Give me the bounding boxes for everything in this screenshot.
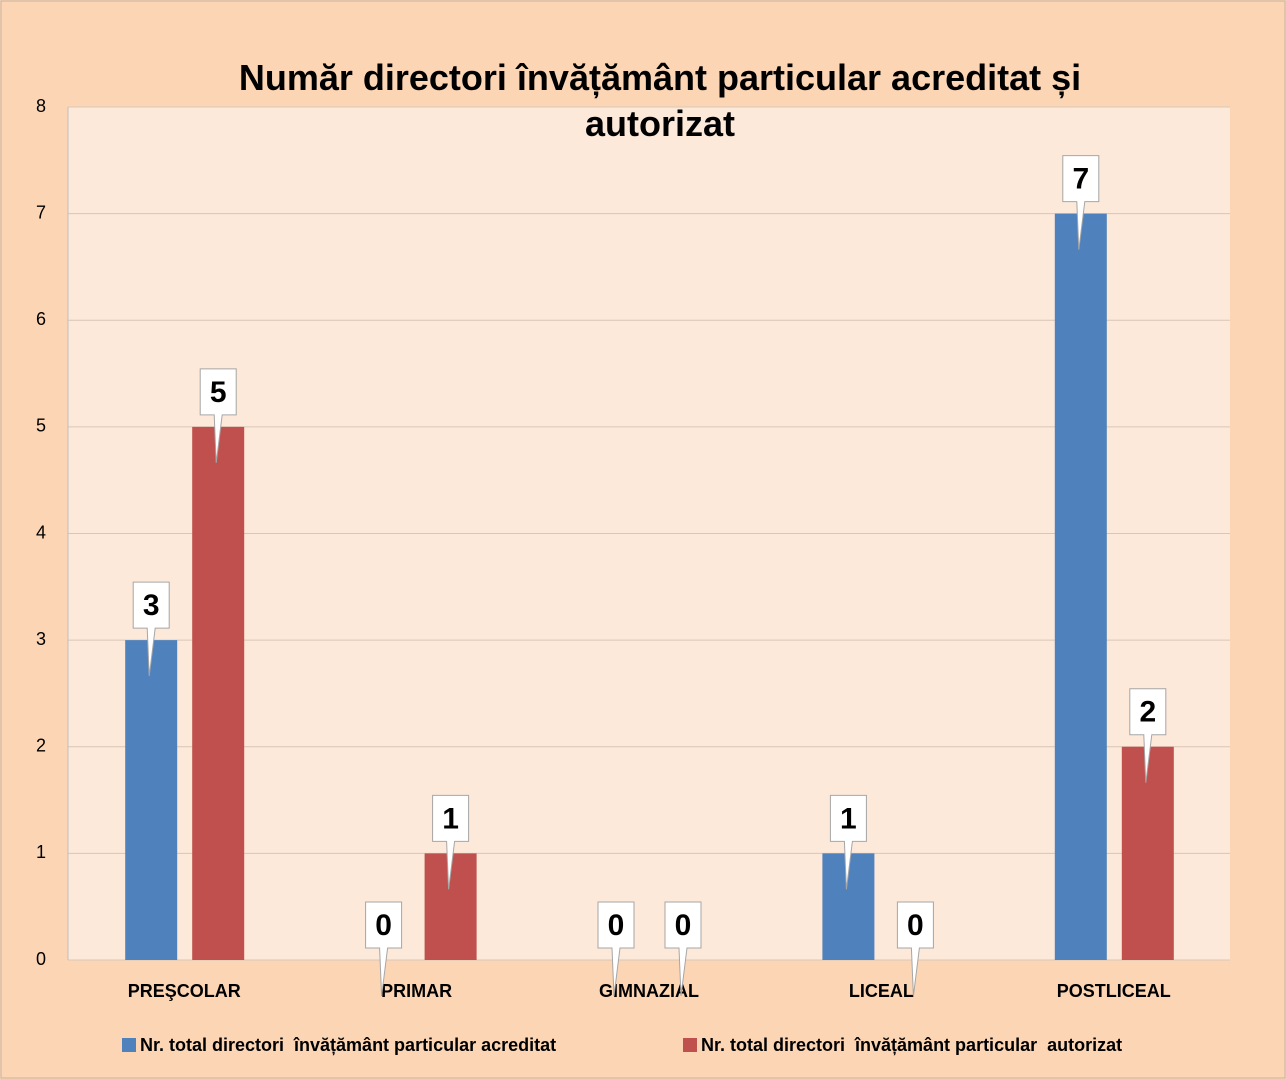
x-tick-label: PREŞCOLAR — [128, 981, 241, 1001]
data-label-callout — [1062, 155, 1100, 250]
bar — [192, 426, 245, 960]
y-tick-label: 7 — [36, 202, 46, 222]
y-tick-label: 5 — [36, 416, 46, 436]
data-label-callout — [829, 794, 867, 890]
data-label-callout — [132, 581, 170, 677]
data-label-callout — [597, 901, 635, 997]
legend-label: Nr. total directori învățământ particula… — [701, 1035, 1122, 1055]
data-label: 0 — [608, 909, 625, 942]
chart-title: Număr directori învățământ particular ac… — [238, 57, 1082, 144]
data-label: 5 — [210, 376, 227, 409]
data-label-callout — [1129, 688, 1167, 783]
data-label-callout — [365, 901, 403, 997]
x-tick-label: LICEAL — [849, 981, 914, 1001]
y-tick-label: 1 — [36, 842, 46, 862]
data-label: 0 — [675, 909, 692, 942]
y-tick-label: 2 — [36, 736, 46, 756]
bar — [1121, 746, 1174, 960]
y-tick-label: 8 — [36, 96, 46, 116]
data-label-callout — [664, 901, 702, 997]
data-label: 0 — [375, 909, 392, 942]
bar — [1054, 213, 1107, 960]
data-label: 3 — [143, 589, 160, 622]
data-label: 1 — [442, 802, 459, 835]
x-tick-label: PRIMAR — [381, 981, 452, 1001]
data-label-callout — [896, 901, 934, 997]
x-tick-label: GIMNAZIAL — [599, 981, 699, 1001]
y-tick-label: 3 — [36, 629, 46, 649]
data-label: 0 — [907, 909, 924, 942]
bar — [125, 640, 178, 960]
data-label-callout — [432, 794, 470, 890]
x-tick-label: POSTLICEAL — [1057, 981, 1171, 1001]
legend-label: Nr. total directori învățământ particula… — [140, 1035, 556, 1055]
y-tick-label: 6 — [36, 309, 46, 329]
legend-swatch — [122, 1038, 136, 1052]
data-label-callout — [199, 368, 237, 463]
y-tick-label: 4 — [36, 522, 46, 542]
data-label: 1 — [840, 802, 857, 835]
legend-swatch — [683, 1038, 697, 1052]
y-tick-label: 0 — [36, 949, 46, 969]
data-label: 7 — [1072, 163, 1089, 196]
data-label: 2 — [1139, 696, 1156, 729]
